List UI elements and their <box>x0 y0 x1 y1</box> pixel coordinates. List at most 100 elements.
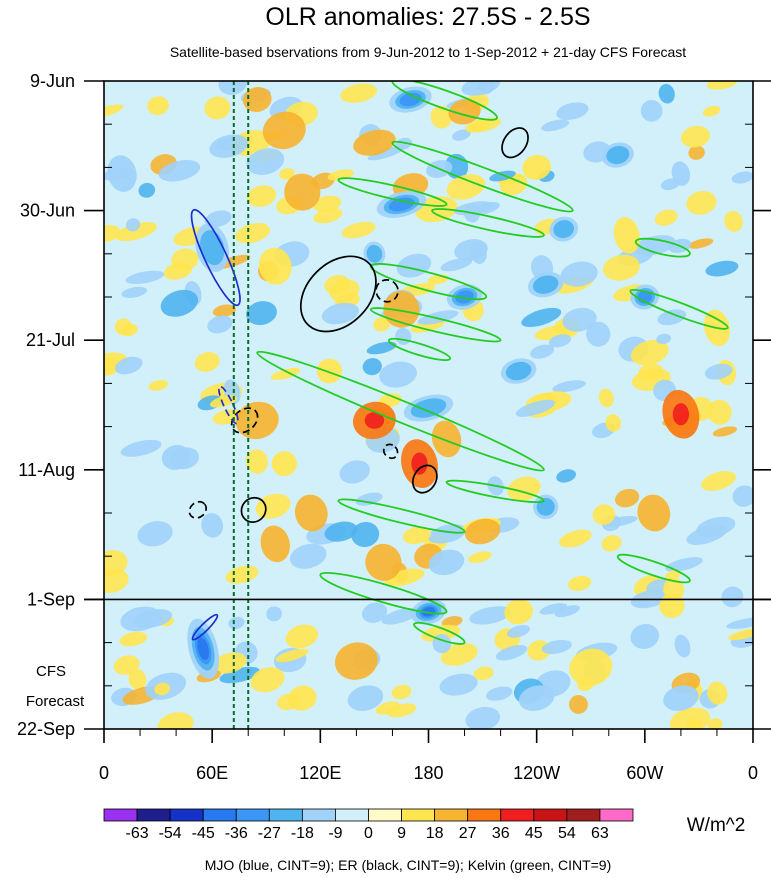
anomaly-texture-patch <box>554 605 581 618</box>
anomaly-texture-patch <box>204 210 232 228</box>
mjo-contour <box>191 613 219 641</box>
anomaly-texture-patch <box>602 254 640 281</box>
anomaly-texture-patch <box>507 624 530 638</box>
forecast-label-line1: CFS <box>36 663 66 680</box>
anomaly-texture-patch <box>121 286 148 298</box>
anomaly-texture-patch <box>539 603 568 615</box>
anomaly-texture-patch <box>665 570 681 580</box>
anomaly-texture-patch <box>379 361 417 388</box>
anomaly-texture-patch <box>707 681 728 705</box>
anomaly-texture-patch <box>640 99 663 122</box>
anomaly-texture-patch <box>228 616 245 630</box>
anomaly-texture-patch <box>115 222 157 242</box>
negative-anomaly-patch <box>347 685 384 711</box>
anomaly-texture-patch <box>125 270 165 284</box>
anomaly-texture-patch <box>559 529 592 548</box>
negative-anomaly-patch <box>161 444 191 470</box>
anomaly-texture-patch <box>701 471 736 491</box>
er-wave-contour <box>412 464 438 494</box>
y-tick-label: 11-Aug <box>18 460 75 480</box>
colorbar-label: -45 <box>192 825 215 842</box>
colorbar-box <box>434 808 469 822</box>
anomaly-texture-patch <box>495 645 528 661</box>
anomaly-texture-patch <box>104 104 124 118</box>
anomaly-texture-patch <box>680 125 711 148</box>
anomaly-texture-patch <box>212 652 247 674</box>
positive-anomaly-patch <box>569 648 613 686</box>
anomaly-texture-patch <box>391 684 412 700</box>
colorbar-units: W/m^2 <box>687 815 746 836</box>
positive-anomaly-patch <box>271 451 297 476</box>
anomaly-texture-patch <box>638 363 663 382</box>
anomaly-texture-patch <box>473 666 494 681</box>
positive-anomaly-patch <box>431 420 462 458</box>
anomaly-texture-patch <box>601 535 622 552</box>
anomaly-texture-patch <box>209 134 248 158</box>
kelvin-wave-contour <box>369 307 502 343</box>
positive-anomaly-patch <box>147 96 169 116</box>
anomaly-texture-patch <box>712 426 738 437</box>
colorbar-label: -9 <box>328 825 342 842</box>
anomaly-texture-patch <box>441 616 463 628</box>
anomaly-texture-patch <box>541 639 572 654</box>
anomaly-texture-patch <box>351 521 380 548</box>
anomaly-texture-patch <box>194 352 220 372</box>
colorbar-label: -18 <box>291 825 314 842</box>
colorbar-label: -27 <box>258 825 281 842</box>
positive-anomaly-patch <box>353 129 396 156</box>
kelvin-wave-contour <box>431 208 545 238</box>
anomaly-texture-patch <box>339 460 370 484</box>
negative-anomaly-core <box>388 197 415 212</box>
anomaly-texture-patch <box>686 191 717 215</box>
anomaly-texture-patch <box>465 706 501 729</box>
anomaly-texture-patch <box>246 185 277 207</box>
y-tick-label: 21-Jul <box>26 330 75 350</box>
kelvin-wave-contour <box>413 621 466 645</box>
anomaly-texture-patch <box>688 238 714 249</box>
anomaly-texture-patch <box>560 261 598 287</box>
x-tick-label: 60E <box>196 763 228 783</box>
anomaly-texture-patch <box>133 609 173 629</box>
negative-anomaly-patch <box>428 549 465 576</box>
negative-anomaly-core <box>366 244 383 263</box>
colorbar-box <box>533 808 568 822</box>
anomaly-texture-patch <box>417 310 459 325</box>
anomaly-texture-patch <box>598 388 614 408</box>
anomaly-texture-patch <box>157 712 194 729</box>
anomaly-texture-patch <box>160 289 199 317</box>
anomaly-texture-patch <box>113 655 140 675</box>
forecast-label-line2: Forecast <box>26 693 85 710</box>
kelvin-wave-contour <box>337 177 448 207</box>
positive-anomaly-patch <box>613 217 640 254</box>
anomaly-texture-patch <box>163 262 192 280</box>
kelvin-wave-contour <box>629 288 729 330</box>
anomaly-texture-patch <box>724 210 743 232</box>
negative-anomaly-core <box>399 92 422 107</box>
kelvin-wave-contour <box>616 553 691 584</box>
anomaly-texture-patch <box>381 607 419 625</box>
anomaly-texture-patch <box>275 648 309 663</box>
x-tick-label: 120E <box>299 763 341 783</box>
anomaly-texture-patch <box>440 257 473 272</box>
positive-anomaly-patch <box>262 111 306 150</box>
anomaly-texture-patch <box>630 339 669 366</box>
positive-anomaly-patch <box>260 525 290 563</box>
x-tick-label: 180 <box>413 763 443 783</box>
anomaly-texture-patch <box>592 504 616 525</box>
anomaly-texture-patch <box>541 119 570 132</box>
negative-anomaly-core <box>197 637 210 661</box>
anomaly-texture-patch <box>270 368 301 380</box>
colorbar-box <box>566 808 601 822</box>
colorbar-box <box>169 808 204 822</box>
anomaly-texture-patch <box>212 409 243 425</box>
x-tick-label: 0 <box>748 763 758 783</box>
anomaly-texture-patch <box>586 321 611 347</box>
anomaly-texture-patch <box>469 606 512 625</box>
anomaly-texture-patch <box>158 160 201 182</box>
anomaly-texture-patch <box>656 333 672 345</box>
anomaly-texture-patch <box>207 315 233 334</box>
positive-anomaly-patch <box>287 685 317 711</box>
anomaly-texture-patch <box>355 492 383 506</box>
anomaly-texture-patch <box>461 81 501 96</box>
anomaly-texture-patch <box>489 170 516 182</box>
